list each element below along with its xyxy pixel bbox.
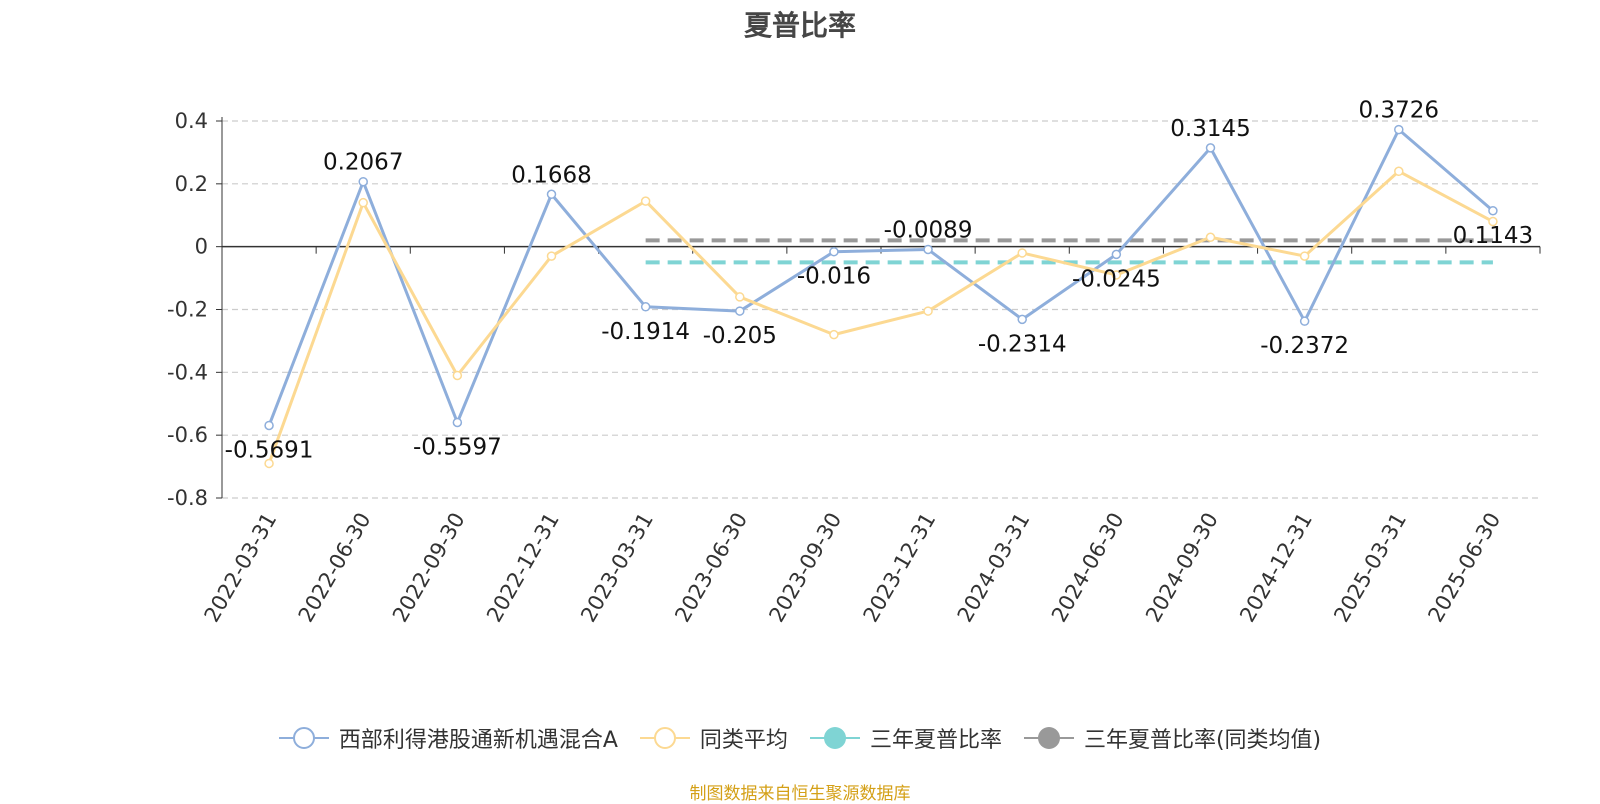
data-label: -0.0245	[1072, 266, 1161, 292]
legend-label-fund: 西部利得港股通新机遇混合A	[338, 728, 618, 753]
fund-data-point	[1394, 124, 1404, 135]
legend-item-three-year-sharpe[interactable]: 三年夏普比率	[809, 722, 1002, 754]
data-label: -0.1914	[601, 319, 690, 345]
peer-average-data-point	[264, 458, 274, 469]
fund-data-point	[1111, 249, 1122, 260]
data-label: -0.2314	[978, 331, 1067, 357]
y-tick-label: 0.2	[175, 172, 208, 196]
peer-average-data-point	[640, 196, 651, 206]
legend-label-three-year-sharpe: 三年夏普比率	[869, 728, 1002, 753]
peer-average-data-point	[923, 306, 933, 316]
data-label: 0.3726	[1359, 98, 1439, 124]
fund-data-point	[640, 302, 651, 312]
x-tick-label: 2024-03-31	[953, 509, 1035, 627]
y-tick-label: 0.4	[175, 109, 208, 133]
peer-average-data-point	[546, 251, 557, 261]
chart-legend: 西部利得港股通新机遇混合A 同类平均 三年夏普比率 三年夏普比率(同类均值)	[0, 722, 1600, 754]
y-tick-label: -0.2	[167, 298, 208, 322]
peer-average-data-point	[452, 370, 463, 381]
fund-data-point	[735, 306, 745, 316]
peer-average-data-point	[735, 292, 745, 302]
legend-marker-three-year-sharpe-peer	[1023, 727, 1074, 749]
data-label: 0.1668	[511, 162, 591, 188]
fund-data-point	[546, 189, 557, 200]
data-label: 0.3145	[1170, 116, 1250, 142]
chart-title: 夏普比率	[743, 9, 856, 42]
x-tick-label: 2023-06-30	[670, 509, 752, 627]
y-tick-label: -0.6	[167, 423, 208, 447]
x-tick-label: 2025-06-30	[1423, 509, 1505, 627]
peer-average-data-point	[1205, 232, 1216, 242]
x-tick-label: 2022-12-31	[482, 509, 564, 627]
fund-series-line	[267, 128, 1494, 426]
peer-average-data-point	[829, 329, 839, 340]
y-tick-label: 0	[195, 235, 208, 259]
peer-average-data-point	[1394, 166, 1404, 177]
data-label: -0.5691	[225, 437, 314, 463]
x-tick-label: 2023-12-31	[859, 509, 941, 627]
x-tick-label: 2025-03-31	[1329, 509, 1411, 627]
y-tick-label: -0.8	[167, 486, 208, 510]
legend-item-peer-average[interactable]: 同类平均	[639, 722, 788, 754]
fund-data-point	[264, 420, 274, 431]
legend-marker-fund	[278, 727, 329, 749]
peer-average-data-point	[1017, 248, 1027, 258]
peer-average-data-point	[1299, 251, 1310, 261]
legend-marker-peer-average	[639, 727, 690, 749]
fund-data-point	[829, 246, 839, 257]
legend-item-fund[interactable]: 西部利得港股通新机遇混合A	[278, 722, 618, 754]
legend-label-three-year-sharpe-peer: 三年夏普比率(同类均值)	[1083, 728, 1322, 753]
data-label: 0.2067	[323, 150, 403, 176]
fund-data-point	[1299, 316, 1310, 326]
peer-average-data-point	[1111, 270, 1122, 280]
legend-item-three-year-sharpe-peer[interactable]: 三年夏普比率(同类均值)	[1023, 722, 1322, 754]
fund-data-point	[1488, 206, 1498, 216]
legend-marker-three-year-sharpe	[809, 727, 860, 749]
x-tick-label: 2024-06-30	[1047, 509, 1129, 627]
fund-data-point	[1205, 143, 1216, 153]
x-tick-label: 2023-03-31	[576, 509, 658, 627]
data-label: -0.016	[797, 264, 871, 290]
y-tick-label: -0.4	[167, 360, 208, 384]
x-tick-label: 2023-09-30	[764, 509, 846, 627]
peer-average-data-point	[358, 197, 368, 208]
source-note: 制图数据来自恒生聚源数据库	[689, 784, 911, 804]
legend-label-peer-average: 同类平均	[699, 728, 788, 753]
fund-data-point	[358, 176, 368, 187]
x-tick-label: 2022-03-31	[200, 509, 282, 627]
data-label: 0.1143	[1453, 223, 1533, 249]
x-tick-label: 2024-12-31	[1235, 509, 1317, 627]
x-tick-label: 2024-09-30	[1141, 509, 1223, 627]
data-label: -0.0089	[884, 217, 973, 243]
peer-average-data-point	[1488, 216, 1498, 227]
data-label: -0.5597	[413, 435, 502, 461]
fund-data-point	[923, 244, 933, 255]
x-tick-label: 2022-09-30	[388, 509, 470, 627]
data-label: -0.2372	[1260, 333, 1349, 359]
x-tick-label: 2022-06-30	[294, 509, 376, 627]
fund-data-point	[1017, 314, 1027, 325]
data-label: -0.205	[703, 323, 777, 349]
fund-data-point	[452, 417, 463, 428]
peer-average-series-line	[267, 169, 1494, 464]
